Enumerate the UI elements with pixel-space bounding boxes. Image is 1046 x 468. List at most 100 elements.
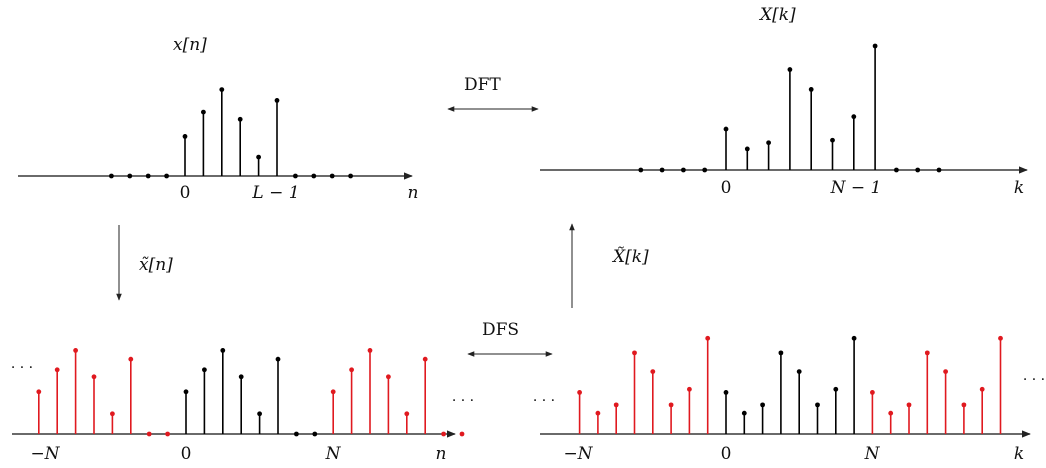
Xt-k-sample-marker [595, 410, 601, 416]
X-k-sample-marker [851, 114, 857, 120]
x-n-sample-marker [145, 173, 151, 179]
x-n-axis-label: n [408, 183, 419, 203]
X-k-sample-marker [723, 126, 729, 132]
Xt-k-sample-marker [833, 386, 839, 392]
xt-n-sample-marker [294, 431, 299, 437]
Xt-k-sample-marker [778, 350, 784, 356]
Xt-k-sample-marker [796, 369, 802, 374]
xt-n-sample-marker [183, 389, 189, 395]
x-n-zero-label: 0 [180, 183, 191, 203]
x-n-sample-marker [256, 154, 261, 160]
xt-n-sample-marker [73, 348, 78, 353]
xt-n-right-dots: · · · [452, 393, 474, 409]
X-k-sample-marker [766, 140, 771, 146]
X-k-sample-marker [659, 167, 665, 173]
Xt-k-N-label: N [864, 444, 881, 464]
Xt-k-left-dots: · · · [533, 393, 555, 409]
xt-n-sample-marker [110, 411, 115, 417]
xt-n-stems [36, 348, 465, 437]
xt-n-minus-N-label: −N [30, 444, 60, 464]
Xt-k-sample-marker [851, 335, 857, 341]
Xt-k-sample-marker [924, 350, 930, 356]
x-n-sample-marker [237, 116, 243, 122]
x-n-stems [109, 87, 353, 179]
Xt-k-sample-marker [632, 350, 637, 356]
x-n-sample-marker [219, 87, 225, 92]
Xt-k-title: X̃[k] [611, 247, 649, 267]
X-k-sample-marker [744, 146, 750, 152]
Xt-k-zero-label: 0 [721, 444, 732, 464]
X-k-sample-marker [894, 167, 899, 173]
X-k-sample-marker [681, 167, 686, 173]
x-n-sample-marker [329, 173, 335, 179]
xt-n-sample-marker [146, 431, 152, 437]
xt-n-sample-marker [367, 348, 373, 353]
xt-n-sample-marker [422, 356, 428, 362]
x-n-sample-marker [182, 134, 188, 139]
Xt-k-right-dots: · · · [1023, 372, 1045, 388]
x-n-sample-marker [109, 173, 114, 179]
xt-n-sample-marker [349, 367, 354, 373]
x-n-sample-marker [127, 173, 133, 179]
xt-n-sample-marker [36, 389, 42, 395]
X-k-sample-marker [936, 167, 942, 173]
dft-label: DFT [464, 75, 501, 95]
x-n-sample-marker [311, 173, 317, 179]
xt-n-sample-marker [459, 431, 465, 437]
X-k-sample-marker [808, 87, 814, 92]
Xt-k-stems [577, 335, 1003, 434]
Xt-k-sample-marker [577, 390, 582, 395]
X-k-stems [638, 43, 942, 173]
x-n-sample-marker [348, 173, 353, 179]
Xt-k-axis-label: k [1014, 444, 1024, 464]
Xt-k-sample-marker [815, 402, 820, 408]
x-n-sample-marker [164, 173, 170, 179]
x-n-title: x[n] [173, 35, 207, 55]
Xt-k-sample-marker [650, 369, 656, 374]
Xt-k-sample-marker [998, 335, 1003, 341]
Xt-k-sample-marker [870, 390, 875, 395]
X-k-title: X[k] [758, 5, 796, 25]
x-n-sample-marker [293, 173, 298, 179]
Xt-k-sample-marker [906, 402, 912, 408]
X-k-zero-label: 0 [721, 178, 732, 198]
xt-n-sample-marker [165, 431, 171, 437]
xt-n-N-label: N [325, 444, 342, 464]
dfs-label: DFS [482, 320, 519, 340]
Xt-k-sample-marker [687, 386, 692, 392]
x-n-L-minus-1-label: L − 1 [251, 183, 299, 203]
x-n-sample-marker [274, 98, 280, 103]
Xt-k-sample-marker [943, 369, 948, 374]
Xt-k-sample-marker [760, 402, 765, 408]
xt-n-sample-marker [330, 389, 336, 395]
Xt-k-sample-marker [613, 402, 619, 408]
xt-n-sample-marker [257, 411, 262, 417]
X-k-sample-marker [830, 137, 835, 143]
xt-n-left-dots: · · · [11, 360, 33, 376]
X-k-sample-marker [702, 167, 708, 173]
Xt-k-sample-marker [668, 402, 674, 408]
xt-n-sample-marker [54, 367, 60, 373]
X-k-sample-marker [872, 43, 878, 49]
Xt-k-sample-marker [705, 335, 711, 341]
X-k-sample-marker [787, 67, 793, 72]
xt-n-sample-marker [238, 374, 244, 380]
xt-n-sample-marker [91, 374, 97, 380]
X-k-sample-marker [915, 167, 921, 173]
xt-n-sample-marker [441, 431, 446, 437]
Xt-k-sample-marker [741, 410, 747, 416]
xt-n-sample-marker [312, 431, 318, 437]
xt-n-sample-marker [275, 356, 281, 362]
xt-n-sample-marker [386, 374, 391, 380]
xt-n-sample-marker [202, 367, 207, 373]
Xt-k-minus-N-label: −N [563, 444, 593, 464]
xt-n-axis-label: n [436, 444, 447, 464]
X-k-N-minus-1-label: N − 1 [830, 178, 882, 198]
xt-n-title: x̃[n] [139, 255, 173, 275]
X-k-axis-label: k [1014, 178, 1024, 198]
xt-n-zero-label: 0 [181, 444, 192, 464]
Xt-k-sample-marker [961, 402, 967, 408]
Xt-k-sample-marker [723, 390, 729, 395]
xt-n-sample-marker [220, 348, 226, 353]
